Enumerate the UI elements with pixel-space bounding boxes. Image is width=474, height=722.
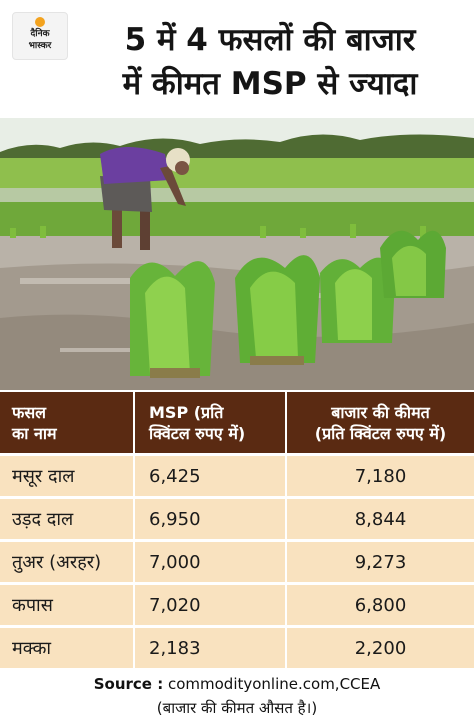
header-msp-line-1: MSP (प्रति	[149, 402, 224, 422]
table-row: मक्का 2,183 2,200	[0, 628, 474, 671]
msp-cell: 7,000	[133, 542, 285, 582]
table-row: मसूर दाल 6,425 7,180	[0, 456, 474, 499]
msp-cell: 2,183	[133, 628, 285, 668]
logo-line-1: दैनिक	[30, 29, 50, 39]
header-market-line-2: (प्रति क्विंटल रुपए में)	[314, 423, 447, 443]
header-msp-line-2: क्विंटल रुपए में)	[149, 423, 246, 443]
header-crop-name: फसल का नाम	[0, 392, 133, 453]
dainik-bhaskar-logo: दैनिक भास्कर	[12, 12, 68, 60]
market-price-cell: 2,200	[285, 628, 474, 668]
source-label: Source :	[93, 675, 164, 693]
farmer-paddy-field-photo	[0, 118, 474, 390]
crop-name-cell: उड़द दाल	[12, 509, 74, 530]
sun-logo-icon	[35, 17, 45, 27]
crop-price-table: फसल का नाम MSP (प्रति क्विंटल रुपए में) …	[0, 392, 474, 671]
market-price-cell: 8,844	[285, 499, 474, 539]
market-price-cell: 6,800	[285, 585, 474, 625]
header-market-price: बाजार की कीमत (प्रति क्विंटल रुपए में)	[285, 392, 474, 453]
footer: Source : commodityonline.com,CCEA (बाजार…	[0, 672, 474, 720]
headline-line-1: 5 में 4 फसलों की बाजार	[124, 22, 416, 58]
logo-line-2: भास्कर	[28, 41, 52, 51]
header-market-line-1: बाजार की कीमत	[331, 402, 430, 422]
header: दैनिक भास्कर 5 में 4 फसलों की बाजार में …	[0, 0, 474, 120]
crop-name-cell: कपास	[12, 595, 53, 616]
header-msp: MSP (प्रति क्विंटल रुपए में)	[133, 392, 285, 453]
msp-cell: 6,950	[133, 499, 285, 539]
market-price-cell: 7,180	[285, 456, 474, 496]
table-row: तुअर (अरहर) 7,000 9,273	[0, 542, 474, 585]
headline-line-2: में कीमत MSP से ज्यादा	[122, 66, 418, 102]
table-row: कपास 7,020 6,800	[0, 585, 474, 628]
crop-name-cell: मसूर दाल	[12, 466, 75, 487]
market-price-cell: 9,273	[285, 542, 474, 582]
header-crop-line-1: फसल	[12, 402, 47, 422]
msp-cell: 6,425	[133, 456, 285, 496]
msp-cell: 7,020	[133, 585, 285, 625]
source-line: Source : commodityonline.com,CCEA	[0, 672, 474, 696]
crop-name-cell: तुअर (अरहर)	[12, 552, 102, 573]
table-row: उड़द दाल 6,950 8,844	[0, 499, 474, 542]
header-crop-line-2: का नाम	[12, 423, 57, 443]
table-header-row: फसल का नाम MSP (प्रति क्विंटल रुपए में) …	[0, 392, 474, 456]
headline: 5 में 4 फसलों की बाजार में कीमत MSP से ज…	[74, 18, 466, 106]
source-value: commodityonline.com,CCEA	[163, 675, 381, 693]
footer-note: (बाजार की कीमत औसत है।)	[156, 699, 318, 717]
crop-name-cell: मक्का	[12, 638, 52, 659]
